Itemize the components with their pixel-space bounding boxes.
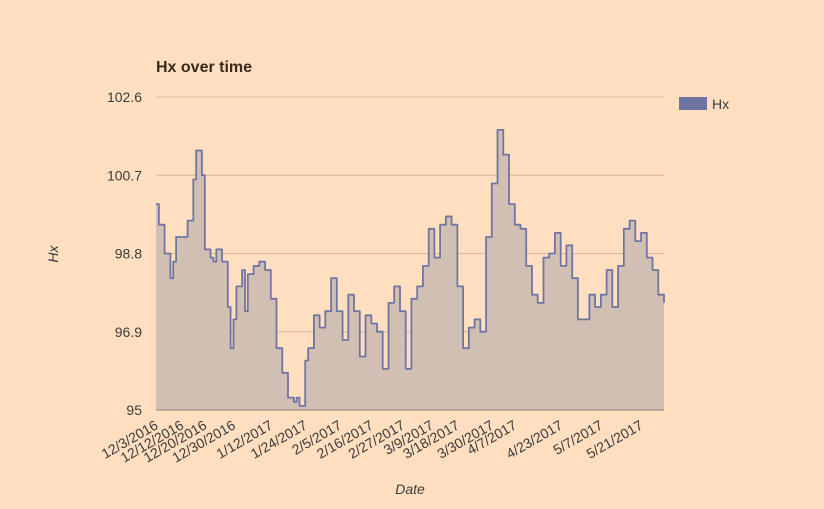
series-hx-line bbox=[156, 129, 665, 407]
y-tick-labels: 95 96.9 98.8 100.7 102.6 bbox=[107, 89, 142, 418]
legend-swatch-hx bbox=[679, 97, 707, 110]
series-hx-area bbox=[156, 129, 664, 410]
y-tick-label: 98.8 bbox=[115, 246, 142, 262]
y-tick-label: 96.9 bbox=[115, 324, 142, 340]
legend-label-hx: Hx bbox=[712, 96, 729, 112]
y-axis-title: Hx bbox=[45, 244, 61, 262]
legend: Hx bbox=[679, 96, 729, 112]
y-tick-label: 95 bbox=[126, 402, 142, 418]
y-tick-label: 100.7 bbox=[107, 167, 142, 183]
chart-title: Hx over time bbox=[156, 59, 252, 76]
x-axis-title: Date bbox=[395, 481, 425, 497]
y-tick-label: 102.6 bbox=[107, 89, 142, 105]
